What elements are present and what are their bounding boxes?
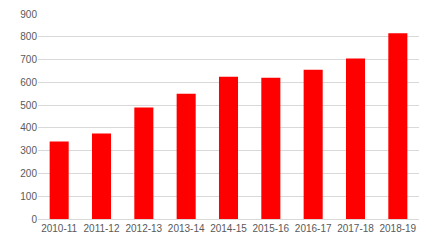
svg-text:2012-13: 2012-13	[125, 223, 162, 234]
svg-text:2010-11: 2010-11	[41, 223, 77, 234]
svg-text:2015-16: 2015-16	[252, 223, 289, 234]
svg-text:2017-18: 2017-18	[337, 223, 374, 234]
svg-text:2014-15: 2014-15	[210, 223, 247, 234]
svg-text:2018-19: 2018-19	[379, 223, 416, 234]
svg-text:400: 400	[20, 122, 37, 133]
svg-text:700: 700	[20, 54, 37, 65]
svg-text:600: 600	[20, 77, 37, 88]
svg-text:100: 100	[20, 191, 37, 202]
svg-text:2016-17: 2016-17	[295, 223, 332, 234]
svg-text:2013-14: 2013-14	[168, 223, 205, 234]
svg-text:800: 800	[20, 31, 37, 42]
svg-text:2011-12: 2011-12	[84, 223, 120, 234]
svg-text:500: 500	[20, 100, 37, 111]
svg-text:0: 0	[31, 214, 37, 225]
svg-text:900: 900	[20, 9, 37, 20]
svg-text:300: 300	[20, 145, 37, 156]
svg-text:200: 200	[20, 168, 37, 179]
